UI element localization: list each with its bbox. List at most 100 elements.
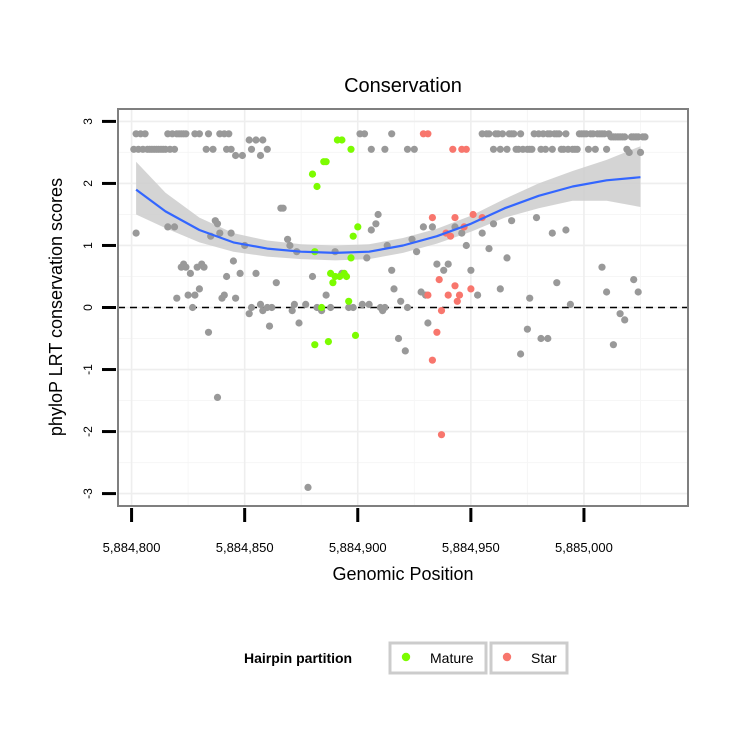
point-other bbox=[225, 130, 233, 138]
point-other bbox=[238, 151, 246, 160]
point-other bbox=[286, 241, 294, 250]
point-mature bbox=[322, 158, 330, 166]
point-mature bbox=[327, 269, 335, 277]
point-other bbox=[603, 145, 611, 153]
point-other bbox=[349, 303, 357, 312]
point-other bbox=[247, 303, 256, 312]
point-star bbox=[469, 210, 477, 219]
point-other bbox=[553, 279, 561, 287]
legend-label-star: Star bbox=[531, 650, 557, 666]
point-other bbox=[562, 226, 570, 234]
point-other bbox=[503, 254, 511, 262]
point-other bbox=[433, 260, 441, 268]
point-other bbox=[424, 319, 432, 327]
point-star bbox=[467, 285, 475, 293]
point-other bbox=[444, 260, 452, 268]
point-other bbox=[204, 328, 213, 336]
point-other bbox=[591, 145, 599, 153]
point-other bbox=[363, 254, 371, 262]
point-other bbox=[252, 136, 260, 144]
point-mature bbox=[347, 145, 355, 153]
point-other bbox=[544, 334, 552, 343]
point-other bbox=[184, 291, 192, 299]
point-other bbox=[548, 145, 556, 153]
legend-key-mature bbox=[401, 652, 411, 662]
point-other bbox=[213, 220, 222, 228]
point-other bbox=[641, 133, 649, 141]
point-other bbox=[189, 303, 197, 312]
point-other bbox=[268, 303, 276, 312]
point-other bbox=[517, 350, 525, 358]
point-other bbox=[397, 297, 405, 305]
point-other bbox=[510, 130, 518, 138]
point-star bbox=[451, 282, 459, 290]
point-mature bbox=[324, 338, 332, 346]
point-star bbox=[424, 291, 432, 299]
point-star bbox=[449, 145, 457, 153]
legend: Hairpin partition Mature Star bbox=[244, 641, 569, 675]
point-other bbox=[367, 226, 375, 234]
y-tick-label: 1 bbox=[81, 242, 95, 249]
point-other bbox=[223, 272, 231, 281]
point-star bbox=[446, 232, 455, 240]
point-other bbox=[562, 130, 570, 138]
point-other bbox=[485, 245, 493, 253]
point-other bbox=[401, 347, 409, 355]
point-other bbox=[474, 291, 482, 299]
point-other bbox=[232, 151, 240, 160]
point-other bbox=[265, 322, 274, 330]
point-other bbox=[532, 214, 541, 222]
point-other bbox=[252, 269, 260, 277]
x-axis: 5,884,800 5,884,850 5,884,900 5,884,950 5,88… bbox=[103, 508, 613, 555]
point-mature bbox=[313, 182, 321, 191]
point-other bbox=[191, 291, 199, 299]
point-mature bbox=[338, 136, 346, 144]
point-other bbox=[489, 145, 498, 153]
confidence-ribbon-layer bbox=[136, 146, 641, 261]
point-other bbox=[308, 272, 317, 281]
point-other bbox=[195, 130, 203, 138]
point-star bbox=[435, 276, 443, 284]
point-other bbox=[630, 276, 638, 284]
point-other bbox=[381, 303, 389, 312]
point-other bbox=[290, 300, 298, 308]
point-other bbox=[410, 145, 418, 153]
point-other bbox=[625, 148, 633, 156]
point-other bbox=[381, 145, 389, 153]
point-star bbox=[451, 214, 459, 222]
point-other bbox=[462, 241, 470, 250]
x-tick-label: 5,885,000 bbox=[555, 540, 613, 555]
legend-title: Hairpin partition bbox=[244, 650, 352, 666]
point-star bbox=[455, 291, 464, 299]
y-tick-label: 3 bbox=[81, 118, 95, 125]
point-mature bbox=[329, 279, 337, 287]
point-other bbox=[272, 279, 280, 287]
point-other bbox=[503, 145, 511, 153]
x-tick-label: 5,884,800 bbox=[103, 540, 161, 555]
point-other bbox=[186, 269, 194, 277]
point-other bbox=[537, 334, 545, 343]
point-other bbox=[548, 229, 556, 237]
point-mature bbox=[354, 223, 362, 231]
point-star bbox=[433, 328, 441, 336]
point-other bbox=[413, 248, 421, 256]
point-other bbox=[170, 145, 179, 153]
point-other bbox=[555, 130, 563, 138]
point-star bbox=[437, 307, 446, 315]
point-other bbox=[182, 263, 190, 271]
point-mature bbox=[347, 254, 355, 262]
point-star bbox=[444, 291, 452, 299]
point-star bbox=[424, 130, 432, 138]
point-other bbox=[331, 248, 339, 256]
point-other bbox=[263, 145, 271, 153]
point-other bbox=[322, 291, 330, 299]
point-other bbox=[621, 316, 629, 324]
point-other bbox=[598, 263, 606, 271]
panel-border bbox=[117, 108, 689, 507]
point-mature bbox=[345, 297, 353, 305]
point-other bbox=[528, 145, 536, 153]
point-other bbox=[408, 235, 416, 243]
point-other bbox=[200, 263, 208, 271]
point-other bbox=[327, 303, 335, 312]
point-other bbox=[374, 210, 382, 219]
